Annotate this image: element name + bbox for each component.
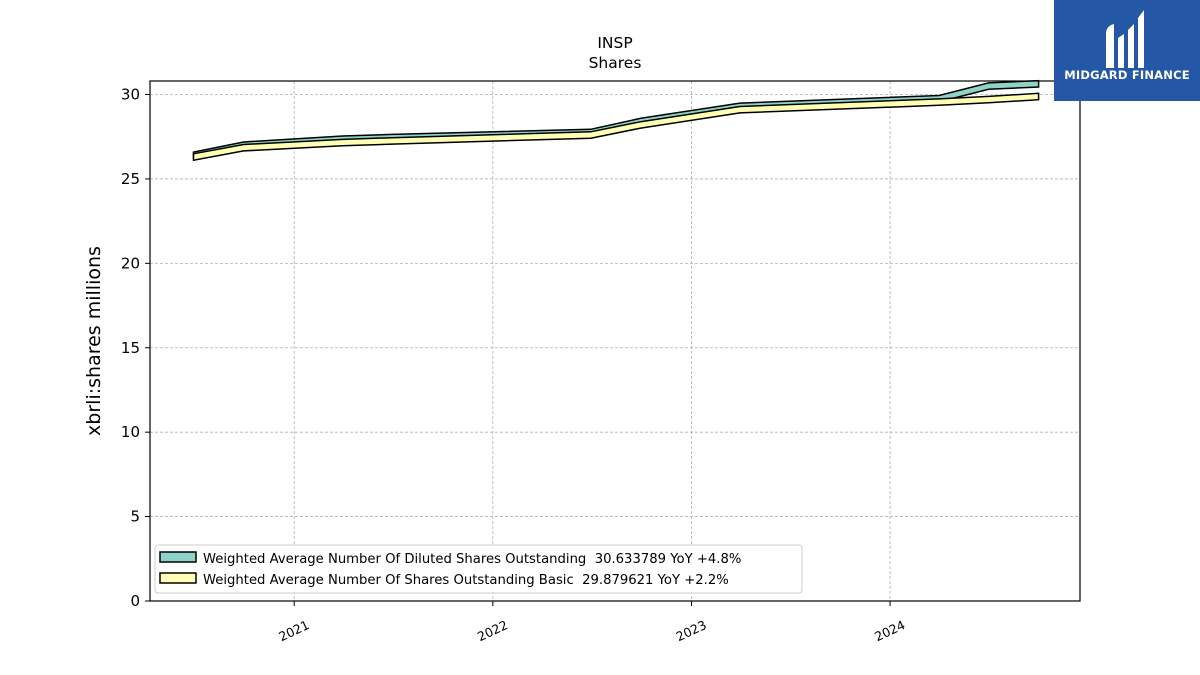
chart-title: INSP	[597, 34, 632, 52]
legend-box	[154, 544, 803, 594]
y-tick-label: 30	[121, 86, 140, 104]
logo-text: MIDGARD FINANCE	[1064, 68, 1190, 82]
legend-label-1: Weighted Average Number Of Diluted Share…	[203, 552, 741, 567]
legend-swatch-2	[159, 572, 197, 584]
x-tick-label: 2021	[276, 617, 311, 644]
x-tick-label: 2022	[475, 617, 510, 644]
plot-frame	[149, 80, 1081, 602]
chart-subtitle: Shares	[589, 54, 642, 72]
x-tick-label: 2024	[872, 617, 907, 644]
x-tick-label: 2023	[674, 617, 709, 644]
y-tick-label: 10	[121, 423, 140, 441]
y-axis-label: xbrli:shares millions	[83, 246, 105, 436]
midgard-logo-icon	[1106, 10, 1144, 68]
legend-label-2: Weighted Average Number Of Shares Outsta…	[203, 573, 729, 588]
y-tick-label: 0	[130, 592, 140, 610]
y-tick-label: 5	[130, 508, 140, 526]
legend-swatch-1	[159, 551, 197, 563]
y-tick-label: 25	[121, 170, 140, 188]
midgard-finance-logo: MIDGARD FINANCE	[1054, 0, 1200, 101]
series-line-2	[192, 92, 1040, 162]
y-tick-label: 20	[121, 254, 140, 272]
y-tick-label: 15	[121, 339, 140, 357]
